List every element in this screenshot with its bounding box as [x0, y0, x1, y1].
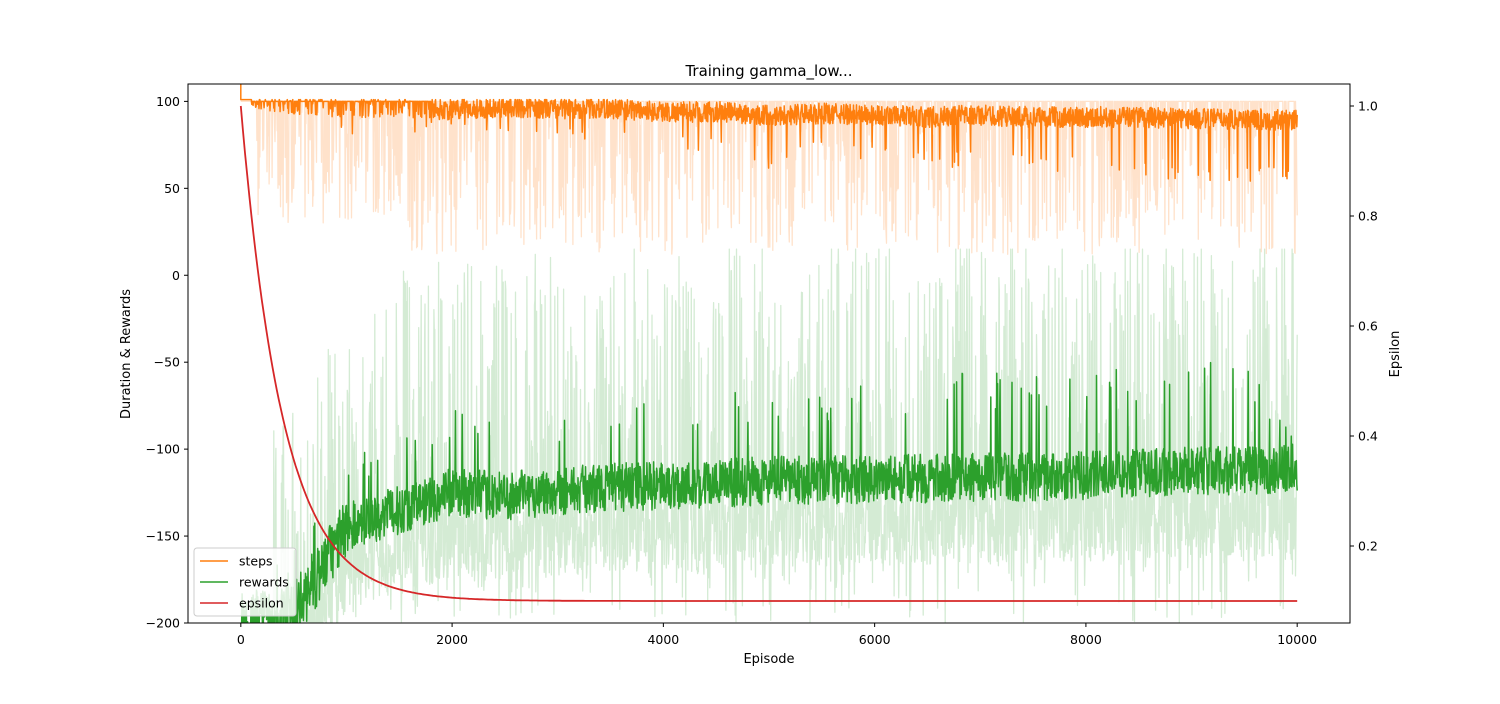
y2-tick-label: 0.2: [1358, 539, 1378, 554]
axes: 0 2000 4000 6000 8000 10000 −200 −150 −100 −50 0 50…: [146, 94, 1378, 647]
x-tick-label: 10000: [1277, 632, 1317, 647]
x-tick-label: 4000: [647, 632, 679, 647]
y-axis-label: Duration & Rewards: [119, 289, 134, 419]
chart-title: Training gamma_low...: [684, 62, 852, 81]
plot-area: [239, 84, 1298, 623]
plot-frame: [187, 83, 1351, 624]
y2-axis-label: Epsilon: [1388, 331, 1403, 378]
rewards-raw-line: [268, 248, 1298, 623]
steps-line: [240, 84, 1298, 182]
legend: steps rewards epsilon: [193, 547, 297, 617]
x-tick-label: 0: [237, 632, 245, 647]
legend-rewards-label: rewards: [239, 575, 289, 590]
y2-tick-label: 1.0: [1358, 99, 1378, 114]
y2-tick-label: 0.8: [1358, 209, 1378, 224]
legend-epsilon-label: epsilon: [239, 596, 284, 611]
y2-tick-label: 0.4: [1358, 429, 1378, 444]
steps-raw-line: [240, 100, 1298, 255]
y-tick-label: 100: [156, 94, 180, 109]
x-tick-label: 2000: [436, 632, 468, 647]
rewards-line: [240, 361, 1298, 623]
y-tick-label: −50: [154, 355, 180, 370]
x-tick-label: 8000: [1070, 632, 1102, 647]
y-tick-label: −100: [146, 442, 180, 457]
x-tick-label: 6000: [859, 632, 891, 647]
y-tick-label: 50: [164, 181, 180, 196]
y-tick-label: −150: [146, 529, 180, 544]
legend-steps-label: steps: [239, 554, 273, 569]
y-tick-label: 0: [172, 268, 180, 283]
legend-box: [193, 547, 297, 617]
epsilon-line: [239, 105, 1298, 602]
x-axis-label: Episode: [743, 652, 794, 667]
y-tick-label: −200: [146, 616, 180, 631]
y2-tick-label: 0.6: [1358, 319, 1378, 334]
